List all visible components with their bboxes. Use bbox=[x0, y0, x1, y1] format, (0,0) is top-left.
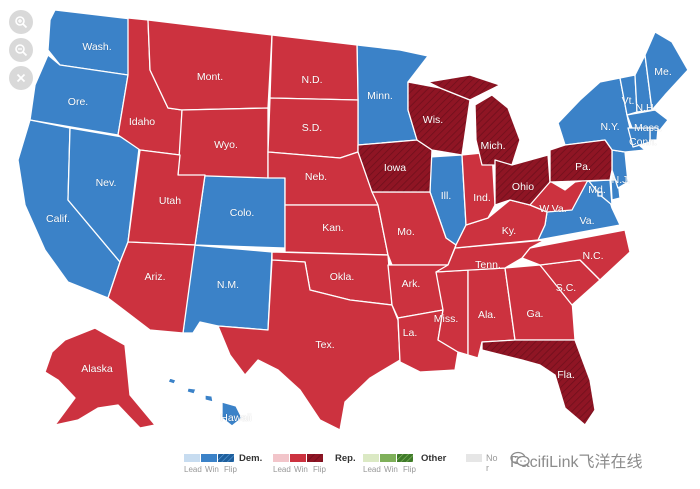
legend-rep-lead: Lead bbox=[273, 465, 291, 474]
legend-other-lead: Lead bbox=[363, 465, 381, 474]
swatch-rep-win bbox=[290, 454, 306, 462]
zoom-out-icon bbox=[15, 44, 28, 57]
legend-dem-lead: Lead bbox=[184, 465, 202, 474]
watermark-text: PacifiLink飞洋在线 bbox=[510, 454, 643, 471]
dem-states bbox=[17, 9, 689, 427]
state-hawaii[interactable] bbox=[167, 377, 243, 427]
state-iowa[interactable] bbox=[357, 139, 433, 193]
watermark: PacifiLink飞洋在线 bbox=[510, 451, 643, 471]
state-rhode-island[interactable] bbox=[649, 127, 659, 141]
state-colorado[interactable] bbox=[194, 174, 286, 249]
state-new-mexico[interactable] bbox=[182, 244, 273, 334]
other-islands bbox=[597, 191, 603, 197]
zoom-in-button[interactable] bbox=[9, 10, 33, 34]
legend-no-result-title: No r bbox=[486, 453, 498, 473]
zoom-in-icon bbox=[15, 16, 28, 29]
state-arizona[interactable] bbox=[107, 241, 196, 334]
state-georgia[interactable] bbox=[504, 264, 576, 341]
map-legend: Dem. Lead Win Flip Rep. Lead Win Flip Ot… bbox=[0, 450, 700, 489]
zoom-out-button[interactable] bbox=[9, 38, 33, 62]
reset-button[interactable] bbox=[9, 66, 33, 90]
close-icon bbox=[16, 73, 26, 83]
state-north-carolina[interactable] bbox=[521, 229, 631, 281]
legend-rep-win: Win bbox=[294, 465, 308, 474]
us-states-map bbox=[17, 9, 689, 431]
state-michigan[interactable] bbox=[427, 74, 521, 166]
state-dc[interactable] bbox=[597, 191, 603, 197]
swatch-other-win bbox=[380, 454, 396, 462]
legend-other-flip: Flip bbox=[403, 465, 416, 474]
state-texas[interactable] bbox=[217, 259, 401, 431]
state-connecticut[interactable] bbox=[627, 127, 651, 148]
swatch-no-result bbox=[466, 454, 482, 462]
state-florida[interactable] bbox=[481, 339, 596, 426]
state-maine[interactable] bbox=[644, 31, 689, 111]
swatch-rep-flip bbox=[307, 454, 323, 462]
legend-rep-title: Rep. bbox=[335, 453, 356, 464]
swatch-other-lead bbox=[363, 454, 379, 462]
state-massachusetts[interactable] bbox=[626, 109, 669, 131]
legend-rep-flip: Flip bbox=[313, 465, 326, 474]
rep-states bbox=[44, 17, 631, 431]
legend-dem-title: Dem. bbox=[239, 453, 263, 464]
legend-dem-win: Win bbox=[205, 465, 219, 474]
wechat-icon bbox=[510, 451, 530, 467]
state-alaska[interactable] bbox=[44, 327, 156, 429]
swatch-rep-lead bbox=[273, 454, 289, 462]
legend-dem-flip: Flip bbox=[224, 465, 237, 474]
state-montana[interactable] bbox=[147, 19, 273, 111]
election-map: Wash. Ore. Calif. Nev. Idaho Mont. Wyo. … bbox=[17, 9, 689, 431]
state-north-dakota[interactable] bbox=[269, 34, 359, 101]
state-pennsylvania[interactable] bbox=[549, 139, 613, 183]
swatch-dem-flip bbox=[218, 454, 234, 462]
legend-other-win: Win bbox=[384, 465, 398, 474]
state-south-dakota[interactable] bbox=[267, 97, 359, 159]
legend-other-title: Other bbox=[421, 453, 447, 464]
rep-flip-states bbox=[357, 74, 613, 426]
state-kansas[interactable] bbox=[284, 204, 389, 256]
swatch-dem-lead bbox=[184, 454, 200, 462]
swatch-other-flip bbox=[397, 454, 413, 462]
state-wyoming[interactable] bbox=[177, 107, 269, 179]
swatch-dem-win bbox=[201, 454, 217, 462]
